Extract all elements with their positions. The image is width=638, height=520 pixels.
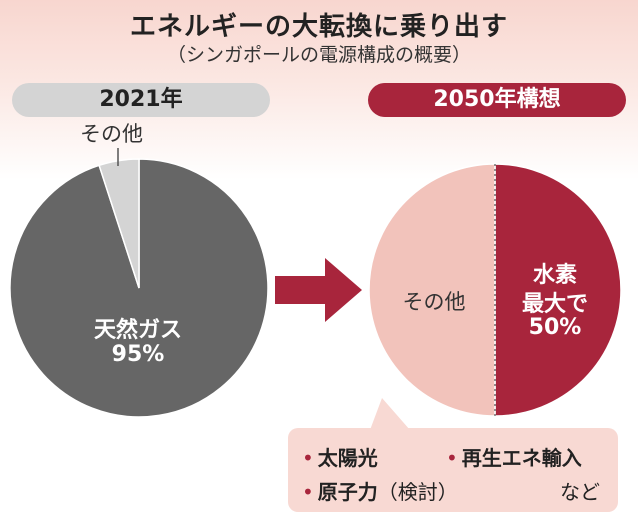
note-item-label: 太陽光	[317, 446, 378, 470]
pie-2050-hydrogen-label: 水素	[532, 263, 577, 288]
pie-2050-other-label: その他	[402, 290, 466, 314]
note-item-nuclear: • 原子力（検討）	[302, 476, 458, 505]
pie-2050-slice-other	[368, 163, 496, 417]
other-sources-note	[288, 428, 618, 512]
pie-2021-title: 2021年	[12, 83, 270, 117]
note-etc: など	[560, 480, 600, 504]
chart-subtitle: （シンガポールの電源構成の概要）	[166, 44, 471, 66]
pie-2050-title: 2050年構想	[368, 83, 626, 117]
note-callout-pointer	[370, 398, 410, 430]
pie-2021-gas-value: 95%	[111, 342, 165, 367]
note-item-label: 再生エネ輸入	[461, 446, 582, 470]
pie-2021-slice-other	[98, 158, 140, 289]
pie-2050-hydrogen-qualifier: 最大で	[521, 292, 588, 317]
bullet-icon: •	[302, 480, 314, 504]
chart-title: エネルギーの大転換に乗り出す	[129, 12, 508, 42]
pie-2050	[368, 163, 622, 417]
pie-2021-gas-label: 天然ガス	[93, 318, 182, 343]
pie-2021-other-label: その他	[80, 122, 143, 146]
note-item-suffix: （検討）	[377, 480, 458, 504]
pie-2050-hydrogen-value: 50%	[528, 315, 582, 340]
bullet-icon: •	[302, 446, 314, 470]
pie-2021	[9, 158, 269, 418]
pie-2050-slice-hydrogen	[494, 163, 622, 417]
note-item-renewable-import: • 再生エネ輸入	[446, 442, 582, 471]
bullet-icon: •	[446, 446, 458, 470]
transition-arrow	[275, 258, 362, 322]
note-item-solar: • 太陽光	[302, 442, 378, 471]
note-item-label: 原子力	[317, 480, 378, 504]
